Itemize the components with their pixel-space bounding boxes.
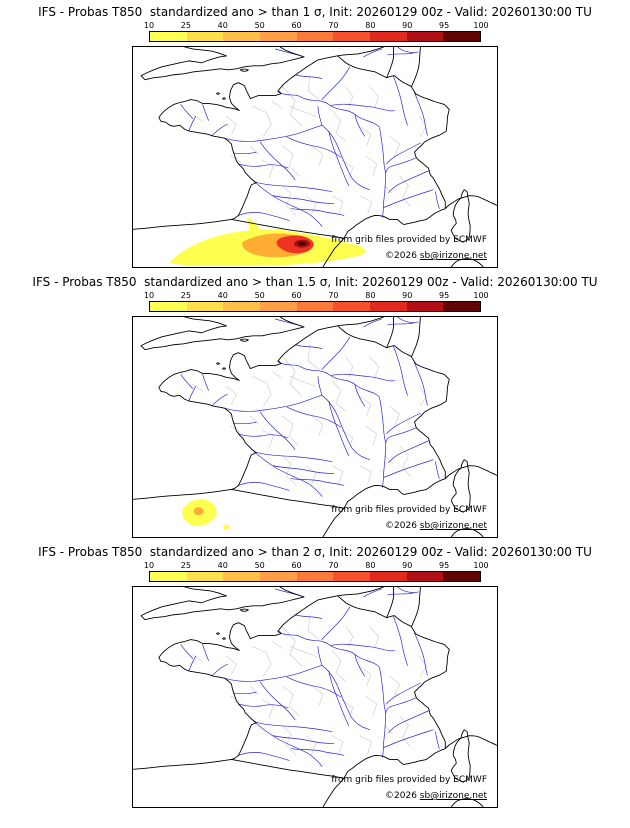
colorbar-segment	[150, 302, 187, 311]
colorbar-tick-label: 80	[365, 21, 376, 30]
colorbar-segments	[149, 31, 481, 42]
forecast-panel-sigma-1-5: IFS - Probas T850 standardized ano > tha…	[0, 275, 630, 538]
colorbar-tick-label: 60	[291, 291, 302, 300]
colorbar-tick-label: 25	[180, 21, 191, 30]
copyright-note: ©2026 sb@irizone.net	[385, 521, 487, 531]
colorbar-tick-label: 80	[365, 291, 376, 300]
colorbar-segment	[333, 302, 371, 311]
data-provider-note: from grib files provided by ECMWF	[331, 235, 487, 245]
colorbar: 10 25 40 50 60 70 80 90 95 100	[144, 21, 489, 42]
colorbar-tick-label: 40	[217, 21, 228, 30]
colorbar-segment	[406, 572, 444, 581]
france-map	[133, 317, 497, 537]
colorbar-tick-label: 70	[328, 21, 339, 30]
colorbar-ticks: 10 25 40 50 60 70 80 90 95 100	[144, 291, 489, 301]
colorbar-segment	[296, 32, 334, 41]
data-provider-note: from grib files provided by ECMWF	[331, 775, 487, 785]
colorbar-tick-label: 40	[217, 291, 228, 300]
colorbar-tick-label: 90	[402, 291, 413, 300]
colorbar-tick-label: 90	[402, 561, 413, 570]
france-map	[133, 587, 497, 807]
colorbar-segment	[296, 302, 334, 311]
copyright-email-link[interactable]: sb@irizone.net	[419, 251, 487, 261]
colorbar-tick-label: 60	[291, 561, 302, 570]
colorbar-segment	[333, 32, 371, 41]
colorbar-tick-label: 50	[254, 21, 265, 30]
probability-shading	[182, 499, 230, 530]
colorbar-segment	[296, 572, 334, 581]
colorbar-tick-label: 25	[180, 561, 191, 570]
colorbar-segment	[260, 302, 297, 311]
france-map	[133, 47, 497, 267]
colorbar-segment	[186, 32, 224, 41]
colorbar-segments	[149, 301, 481, 312]
panel-title: IFS - Probas T850 standardized ano > tha…	[38, 545, 592, 559]
colorbar-tick-label: 95	[439, 561, 450, 570]
forecast-panel-sigma-2: IFS - Probas T850 standardized ano > tha…	[0, 545, 630, 808]
colorbar-segment	[370, 302, 407, 311]
colorbar-ticks: 10 25 40 50 60 70 80 90 95 100	[144, 561, 489, 571]
colorbar-tick-label: 95	[439, 291, 450, 300]
copyright-year: ©2026	[385, 251, 420, 261]
panel-title: IFS - Probas T850 standardized ano > tha…	[38, 5, 592, 19]
colorbar: 10 25 40 50 60 70 80 90 95 100	[144, 561, 489, 582]
panel-title: IFS - Probas T850 standardized ano > tha…	[32, 275, 598, 289]
colorbar-tick-label: 10	[143, 21, 155, 30]
colorbar-tick-label: 100	[473, 291, 489, 300]
colorbar-segment	[260, 32, 297, 41]
colorbar-segment	[186, 302, 224, 311]
colorbar-tick-label: 25	[180, 291, 191, 300]
colorbar-segment	[260, 572, 297, 581]
colorbar-tick-label: 50	[254, 291, 265, 300]
colorbar-segments	[149, 571, 481, 582]
colorbar-tick-label: 100	[473, 561, 489, 570]
colorbar-segment	[443, 302, 481, 311]
colorbar-segment	[443, 32, 481, 41]
copyright-note: ©2026 sb@irizone.net	[385, 251, 487, 261]
colorbar-tick-label: 60	[291, 21, 302, 30]
data-provider-note: from grib files provided by ECMWF	[331, 505, 487, 515]
colorbar-tick-label: 70	[328, 291, 339, 300]
colorbar-tick-label: 50	[254, 561, 265, 570]
copyright-note: ©2026 sb@irizone.net	[385, 791, 487, 801]
colorbar-segment	[333, 572, 371, 581]
probability-map-sigma-1: from grib files provided by ECMWF ©2026 …	[132, 46, 498, 268]
colorbar-tick-label: 80	[365, 561, 376, 570]
colorbar-tick-label: 95	[439, 21, 450, 30]
colorbar-tick-label: 10	[143, 561, 155, 570]
colorbar-segment	[406, 302, 444, 311]
colorbar-segment	[186, 572, 224, 581]
colorbar-segment	[150, 572, 187, 581]
colorbar-tick-label: 10	[143, 291, 155, 300]
copyright-email-link[interactable]: sb@irizone.net	[419, 791, 487, 801]
colorbar-segment	[370, 32, 407, 41]
forecast-panel-sigma-1: IFS - Probas T850 standardized ano > tha…	[0, 5, 630, 268]
copyright-email-link[interactable]: sb@irizone.net	[419, 521, 487, 531]
colorbar-ticks: 10 25 40 50 60 70 80 90 95 100	[144, 21, 489, 31]
colorbar-segment	[443, 572, 481, 581]
probability-shading	[169, 217, 366, 266]
colorbar: 10 25 40 50 60 70 80 90 95 100	[144, 291, 489, 312]
colorbar-tick-label: 90	[402, 21, 413, 30]
colorbar-tick-label: 70	[328, 561, 339, 570]
colorbar-segment	[223, 572, 261, 581]
colorbar-segment	[406, 32, 444, 41]
colorbar-segment	[223, 32, 261, 41]
copyright-year: ©2026	[385, 791, 420, 801]
colorbar-tick-label: 100	[473, 21, 489, 30]
colorbar-tick-label: 40	[217, 561, 228, 570]
probability-map-sigma-2: from grib files provided by ECMWF ©2026 …	[132, 586, 498, 808]
colorbar-segment	[223, 302, 261, 311]
probability-map-sigma-1-5: from grib files provided by ECMWF ©2026 …	[132, 316, 498, 538]
copyright-year: ©2026	[385, 521, 420, 531]
colorbar-segment	[150, 32, 187, 41]
colorbar-segment	[370, 572, 407, 581]
